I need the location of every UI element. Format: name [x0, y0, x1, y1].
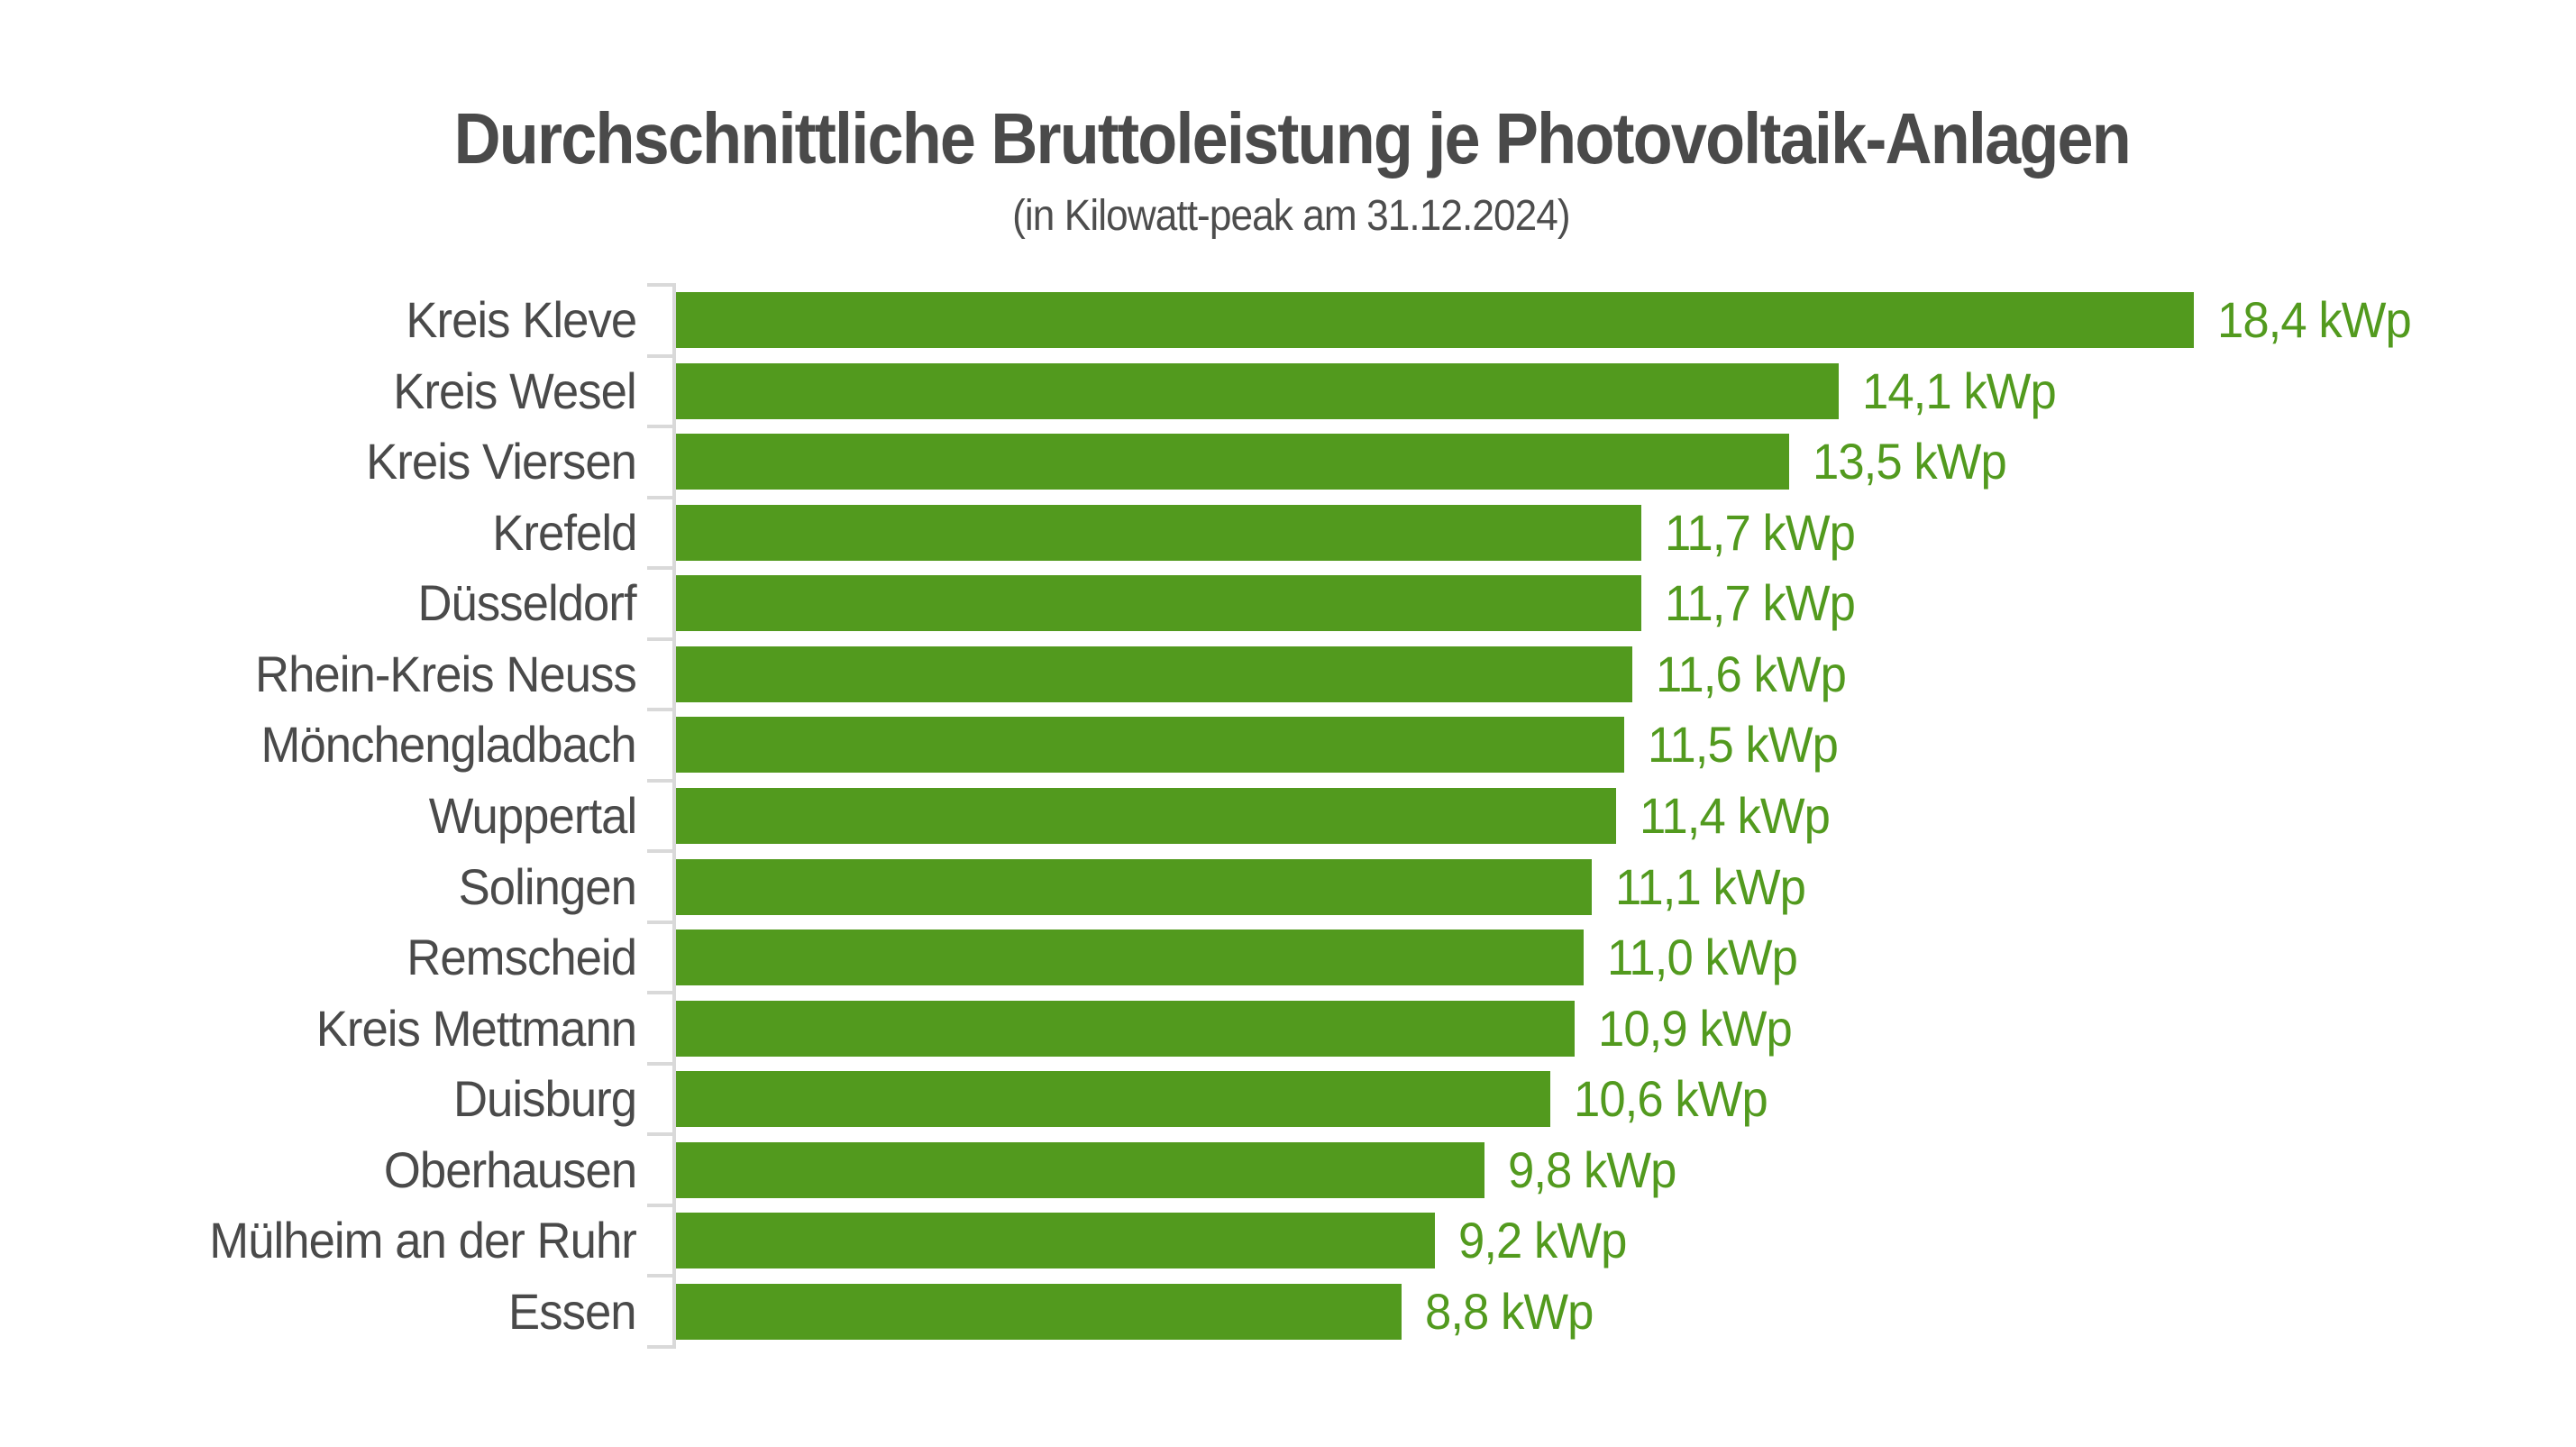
axis-tick-mark — [647, 1132, 672, 1137]
axis-tick-mark — [647, 425, 672, 429]
category-label: Kreis Wesel — [393, 362, 636, 419]
bar — [676, 717, 1624, 774]
axis-tick-mark — [647, 1344, 672, 1349]
category-label: Remscheid — [406, 929, 637, 986]
value-label: 10,9 kWp — [1598, 999, 1793, 1057]
category-label: Wuppertal — [428, 786, 636, 844]
value-label: 14,1 kWp — [1862, 362, 2057, 419]
value-label: 9,8 kWp — [1508, 1140, 1676, 1198]
value-label: 11,1 kWp — [1615, 857, 1806, 915]
axis-tick-mark — [647, 353, 672, 358]
category-label: Kreis Mettmann — [315, 999, 637, 1057]
value-label: 10,6 kWp — [1574, 1070, 1768, 1128]
value-label: 11,5 kWp — [1648, 716, 1839, 774]
value-label: 11,6 kWp — [1656, 645, 1847, 702]
bar — [676, 646, 1632, 702]
axis-tick-mark — [647, 1061, 672, 1066]
bar — [676, 1141, 1484, 1198]
value-label: 8,8 kWp — [1425, 1282, 1594, 1340]
category-label: Oberhausen — [383, 1140, 637, 1198]
category-label: Mönchengladbach — [260, 716, 637, 774]
bar — [676, 434, 1789, 490]
axis-tick-mark — [647, 495, 672, 499]
chart-subtitle: (in Kilowatt-peak am 31.12.2024) — [1012, 192, 1571, 240]
bar — [676, 1283, 1402, 1340]
value-label: 11,7 kWp — [1665, 574, 1856, 632]
bar — [676, 362, 1839, 419]
axis-tick-mark — [647, 1274, 672, 1278]
value-label: 11,7 kWp — [1665, 503, 1856, 561]
axis-tick-mark — [647, 920, 672, 924]
bar — [676, 1071, 1550, 1128]
category-label: Kreis Viersen — [366, 433, 637, 490]
category-label: Mülheim an der Ruhr — [209, 1212, 637, 1269]
value-label: 13,5 kWp — [1813, 433, 2007, 490]
category-label: Düsseldorf — [417, 574, 637, 632]
category-label: Kreis Kleve — [406, 291, 637, 349]
axis-tick-mark — [647, 283, 672, 287]
axis-tick-mark — [647, 778, 672, 783]
chart-title: Durchschnittliche Bruttoleistung je Phot… — [453, 98, 2132, 179]
axis-tick-mark — [647, 1203, 672, 1207]
value-label: 11,0 kWp — [1607, 929, 1798, 986]
category-label: Duisburg — [452, 1070, 637, 1128]
axis-tick-mark — [647, 991, 672, 995]
category-label: Rhein-Kreis Neuss — [255, 645, 637, 702]
bar — [676, 930, 1584, 986]
value-label: 18,4 kWp — [2217, 291, 2412, 349]
bar — [676, 1000, 1575, 1057]
axis-tick-mark — [647, 849, 672, 854]
axis-tick-mark — [647, 708, 672, 712]
bar — [676, 504, 1641, 561]
bar — [676, 292, 2194, 349]
bar — [676, 1213, 1435, 1269]
category-label: Essen — [508, 1282, 637, 1340]
bar — [676, 575, 1641, 632]
value-label: 11,4 kWp — [1640, 786, 1831, 844]
axis-tick-mark — [647, 636, 672, 641]
category-label: Krefeld — [491, 503, 637, 561]
value-label: 9,2 kWp — [1458, 1212, 1627, 1269]
y-axis-line — [672, 283, 676, 1349]
category-label: Solingen — [458, 857, 637, 915]
axis-tick-mark — [647, 566, 672, 571]
bar — [676, 787, 1616, 844]
bar — [676, 858, 1592, 915]
